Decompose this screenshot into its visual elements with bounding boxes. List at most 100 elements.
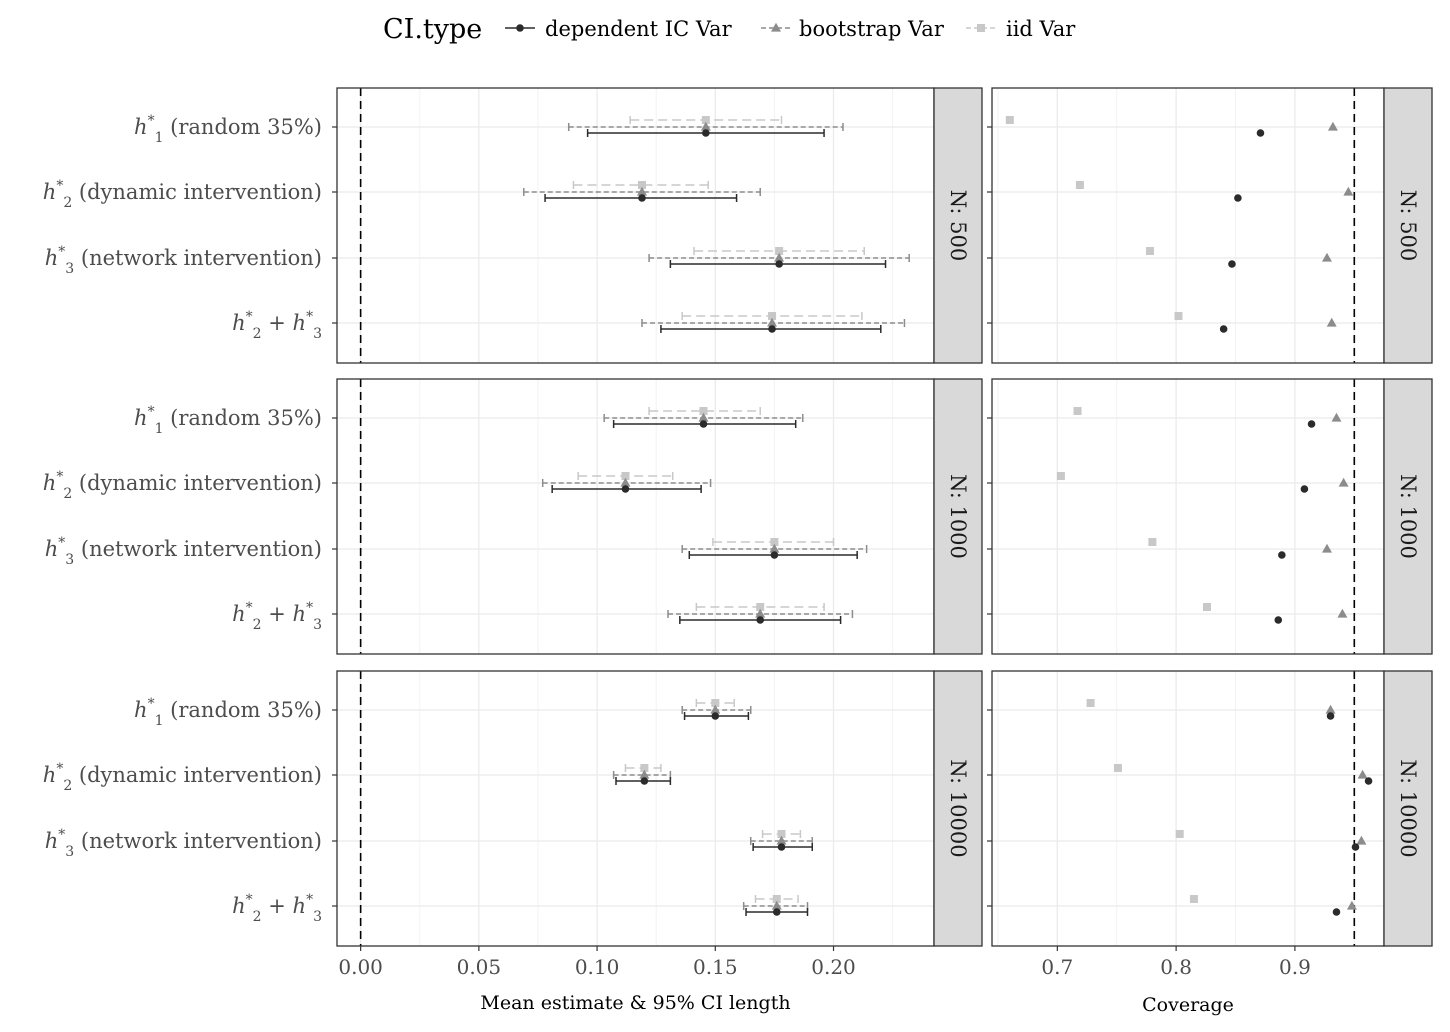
estimate-point: [701, 116, 710, 124]
coverage-point-iid: [1086, 699, 1095, 707]
coverage-point-iid: [1113, 764, 1122, 772]
x-tick-label: 0.8: [1160, 955, 1192, 979]
row-label: h*3 (network intervention): [45, 827, 322, 860]
legend-marker-iid: [977, 24, 985, 32]
ci-dependent: [612, 420, 797, 428]
estimate-point: [698, 412, 709, 422]
legend-label-bootstrap: bootstrap Var: [799, 17, 945, 41]
coverage-point-iid: [1056, 472, 1065, 480]
coverage-point-bootstrap: [1346, 900, 1357, 910]
coverage-point-dependent: [1307, 420, 1316, 428]
estimate-point: [777, 830, 786, 838]
estimate-point: [771, 900, 782, 910]
coverage-point-dependent: [1364, 777, 1373, 785]
ci-dependent: [660, 325, 882, 333]
estimate-point: [770, 538, 779, 546]
x-tick-label: 0.20: [811, 955, 856, 979]
estimate-point: [699, 420, 708, 428]
x-tick-label: 0.05: [457, 955, 502, 979]
ci-dependent: [688, 551, 858, 559]
coverage-point-dependent: [1278, 551, 1286, 559]
coverage-panel: [991, 378, 1385, 655]
coverage-panel-bg: [992, 379, 1384, 654]
ci-iid: [629, 116, 783, 124]
x-tick-label: 0.00: [338, 955, 383, 979]
facet-strip: [933, 87, 983, 364]
ci-dependent: [551, 485, 702, 493]
ci-dependent: [544, 194, 738, 202]
coverage-point-bootstrap: [1338, 477, 1349, 487]
ci-iid: [761, 830, 802, 838]
ci-bootstrap: [541, 477, 712, 487]
coverage-panel-bg: [992, 671, 1384, 946]
coverage-point-iid: [1148, 538, 1157, 546]
estimate-point: [638, 194, 646, 202]
ci-iid: [681, 312, 863, 320]
ci-dependent: [752, 843, 813, 851]
x-axis-title-coverage: Coverage: [1142, 994, 1234, 1016]
row-label: h*2 (dynamic intervention): [43, 761, 322, 794]
coverage-point-dependent: [1300, 485, 1309, 493]
estimate-point: [767, 317, 778, 327]
coverage-point-dependent: [1274, 616, 1283, 624]
coverage-point-iid: [1203, 603, 1212, 611]
facet-strip-label: N: 1000: [946, 474, 970, 559]
coverage-point-bootstrap: [1343, 186, 1354, 196]
estimate-point: [621, 485, 630, 493]
estimate-panel: [336, 378, 935, 655]
legend-label-iid: iid Var: [1006, 17, 1076, 41]
coverage-point-dependent: [1256, 129, 1265, 137]
ci-bootstrap: [612, 769, 672, 779]
estimate-point: [768, 312, 777, 320]
coverage-point-bootstrap: [1326, 317, 1337, 327]
ci-bootstrap: [667, 608, 854, 618]
legend-title: CI.type: [383, 14, 482, 45]
row-label: h*2 + h*3: [232, 309, 322, 342]
ci-iid: [572, 181, 709, 189]
coverage-point-bootstrap: [1331, 412, 1342, 422]
coverage-point-bootstrap: [1327, 121, 1338, 131]
coverage-point-dependent: [1219, 325, 1228, 333]
coverage-point-iid: [1075, 181, 1084, 189]
estimate-panel-bg: [337, 379, 934, 654]
row-label: h*2 + h*3: [232, 600, 322, 633]
ci-iid: [754, 895, 799, 903]
estimate-point: [640, 777, 649, 785]
estimate-panel: [336, 87, 935, 364]
row-label: h*1 (random 35%): [134, 404, 322, 437]
estimate-point: [710, 704, 721, 714]
ci-dependent: [615, 777, 672, 785]
ci-iid: [695, 603, 825, 611]
ci-iid: [712, 538, 835, 546]
ci-iid: [577, 472, 674, 480]
facet-strip-label: N: 1000: [1396, 474, 1420, 559]
estimate-point: [775, 247, 784, 255]
estimate-point: [711, 712, 720, 720]
ci-dependent: [683, 712, 750, 720]
legend-entry-dependent: dependent IC Var: [505, 17, 733, 41]
estimate-point: [755, 608, 766, 618]
facet-row-0: h*1 (random 35%) h*2 (dynamic interventio…: [43, 87, 1433, 364]
estimate-point: [774, 252, 785, 262]
row-label: h*3 (network intervention): [45, 244, 322, 277]
legend-marker-dependent: [516, 24, 524, 32]
x-axis-title-estimate: Mean estimate & 95% CI length: [480, 992, 790, 1014]
facet-strip-label: N: 500: [946, 190, 970, 261]
facet-strip-label: N: 10000: [1396, 759, 1420, 857]
coverage-point-dependent: [1332, 908, 1341, 916]
estimate-point: [620, 477, 631, 487]
estimate-panel: [336, 670, 935, 947]
ci-iid: [624, 764, 662, 772]
ci-bootstrap: [523, 186, 761, 196]
ci-dependent: [679, 616, 842, 624]
ci-bootstrap: [681, 704, 752, 714]
row-label: h*1 (random 35%): [134, 696, 322, 729]
estimate-point: [756, 616, 765, 624]
facet-strip: [1383, 378, 1433, 655]
facet-row-2: h*1 (random 35%) h*2 (dynamic interventio…: [43, 670, 1433, 947]
coverage-point-bootstrap: [1325, 704, 1336, 714]
ci-dependent: [586, 129, 825, 137]
estimate-point: [700, 121, 711, 131]
facet-strip: [933, 670, 983, 947]
